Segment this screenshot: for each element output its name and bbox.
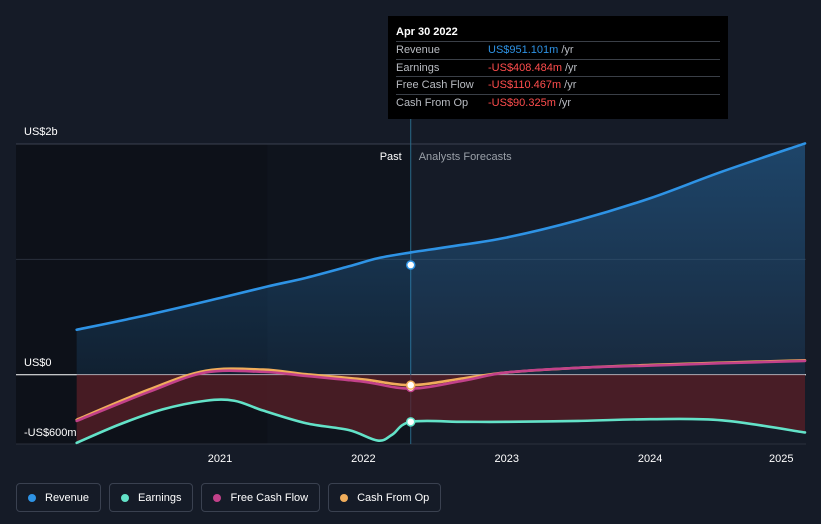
tooltip-unit: /yr <box>558 96 572 109</box>
legend-dot-icon <box>340 493 349 502</box>
y-axis-label: -US$600m <box>24 427 77 439</box>
x-tick-label: 2025 <box>769 453 793 465</box>
highlight-point-earnings <box>405 417 416 427</box>
y-axis-label: US$0 <box>24 357 52 369</box>
x-tick-label: 2024 <box>638 453 662 465</box>
legend-dot-icon <box>121 493 130 502</box>
tooltip-row-cash-from-op: Cash From Op -US$90.325m /yr <box>396 93 720 112</box>
legend-label: Cash From Op <box>357 491 430 504</box>
tooltip-unit: /yr <box>561 44 574 56</box>
data-tooltip: Apr 30 2022 Revenue US$951.101m /yr Earn… <box>388 16 728 119</box>
series-line-free-cash-flow <box>75 359 807 423</box>
x-tick-label: 2023 <box>495 453 519 465</box>
past-label: Past <box>380 151 402 163</box>
highlight-point-cash-from-op <box>405 380 416 390</box>
x-tick-label: 2021 <box>208 453 232 465</box>
tooltip-unit: /yr <box>565 61 578 74</box>
legend-revenue[interactable]: Revenue <box>16 483 102 512</box>
tooltip-date: Apr 30 2022 <box>396 26 458 38</box>
tooltip-label: Free Cash Flow <box>396 79 474 91</box>
tooltip-value: US$951.101m <box>488 44 559 56</box>
tooltip-value: -US$408.484m <box>488 61 562 74</box>
y-axis-label: US$2b <box>24 126 58 138</box>
x-tick-label: 2022 <box>351 453 375 465</box>
legend-cash-from-op[interactable]: Cash From Op <box>328 483 442 512</box>
tooltip-label: Earnings <box>396 61 440 74</box>
series-line-earnings <box>75 398 807 445</box>
earnings-negative-area <box>76 374 805 443</box>
forecast-label: Analysts Forecasts <box>419 151 512 163</box>
tooltip-value: -US$110.467m <box>488 79 562 91</box>
tooltip-value: -US$90.325m <box>488 96 556 109</box>
tooltip-row-revenue: Revenue US$951.101m /yr <box>396 41 720 59</box>
chart-legend: Revenue Earnings Free Cash Flow Cash Fro… <box>16 483 442 512</box>
tooltip-label: Revenue <box>396 44 441 56</box>
tooltip-row-earnings: Earnings -US$408.484m /yr <box>396 58 720 77</box>
legend-dot-icon <box>28 493 36 502</box>
legend-free-cash-flow[interactable]: Free Cash Flow <box>201 483 321 512</box>
legend-label: Revenue <box>45 491 90 504</box>
series-line-revenue <box>75 142 807 332</box>
legend-label: Earnings <box>138 491 182 504</box>
tooltip-label: Cash From Op <box>396 96 469 109</box>
tooltip-unit: /yr <box>564 79 577 91</box>
legend-label: Free Cash Flow <box>230 491 309 504</box>
legend-dot-icon <box>213 493 222 502</box>
tooltip-row-free-cash-flow: Free Cash Flow -US$110.467m /yr <box>396 76 720 94</box>
revenue-area <box>76 144 805 375</box>
highlight-point-revenue <box>405 260 416 270</box>
legend-earnings[interactable]: Earnings <box>109 483 194 512</box>
